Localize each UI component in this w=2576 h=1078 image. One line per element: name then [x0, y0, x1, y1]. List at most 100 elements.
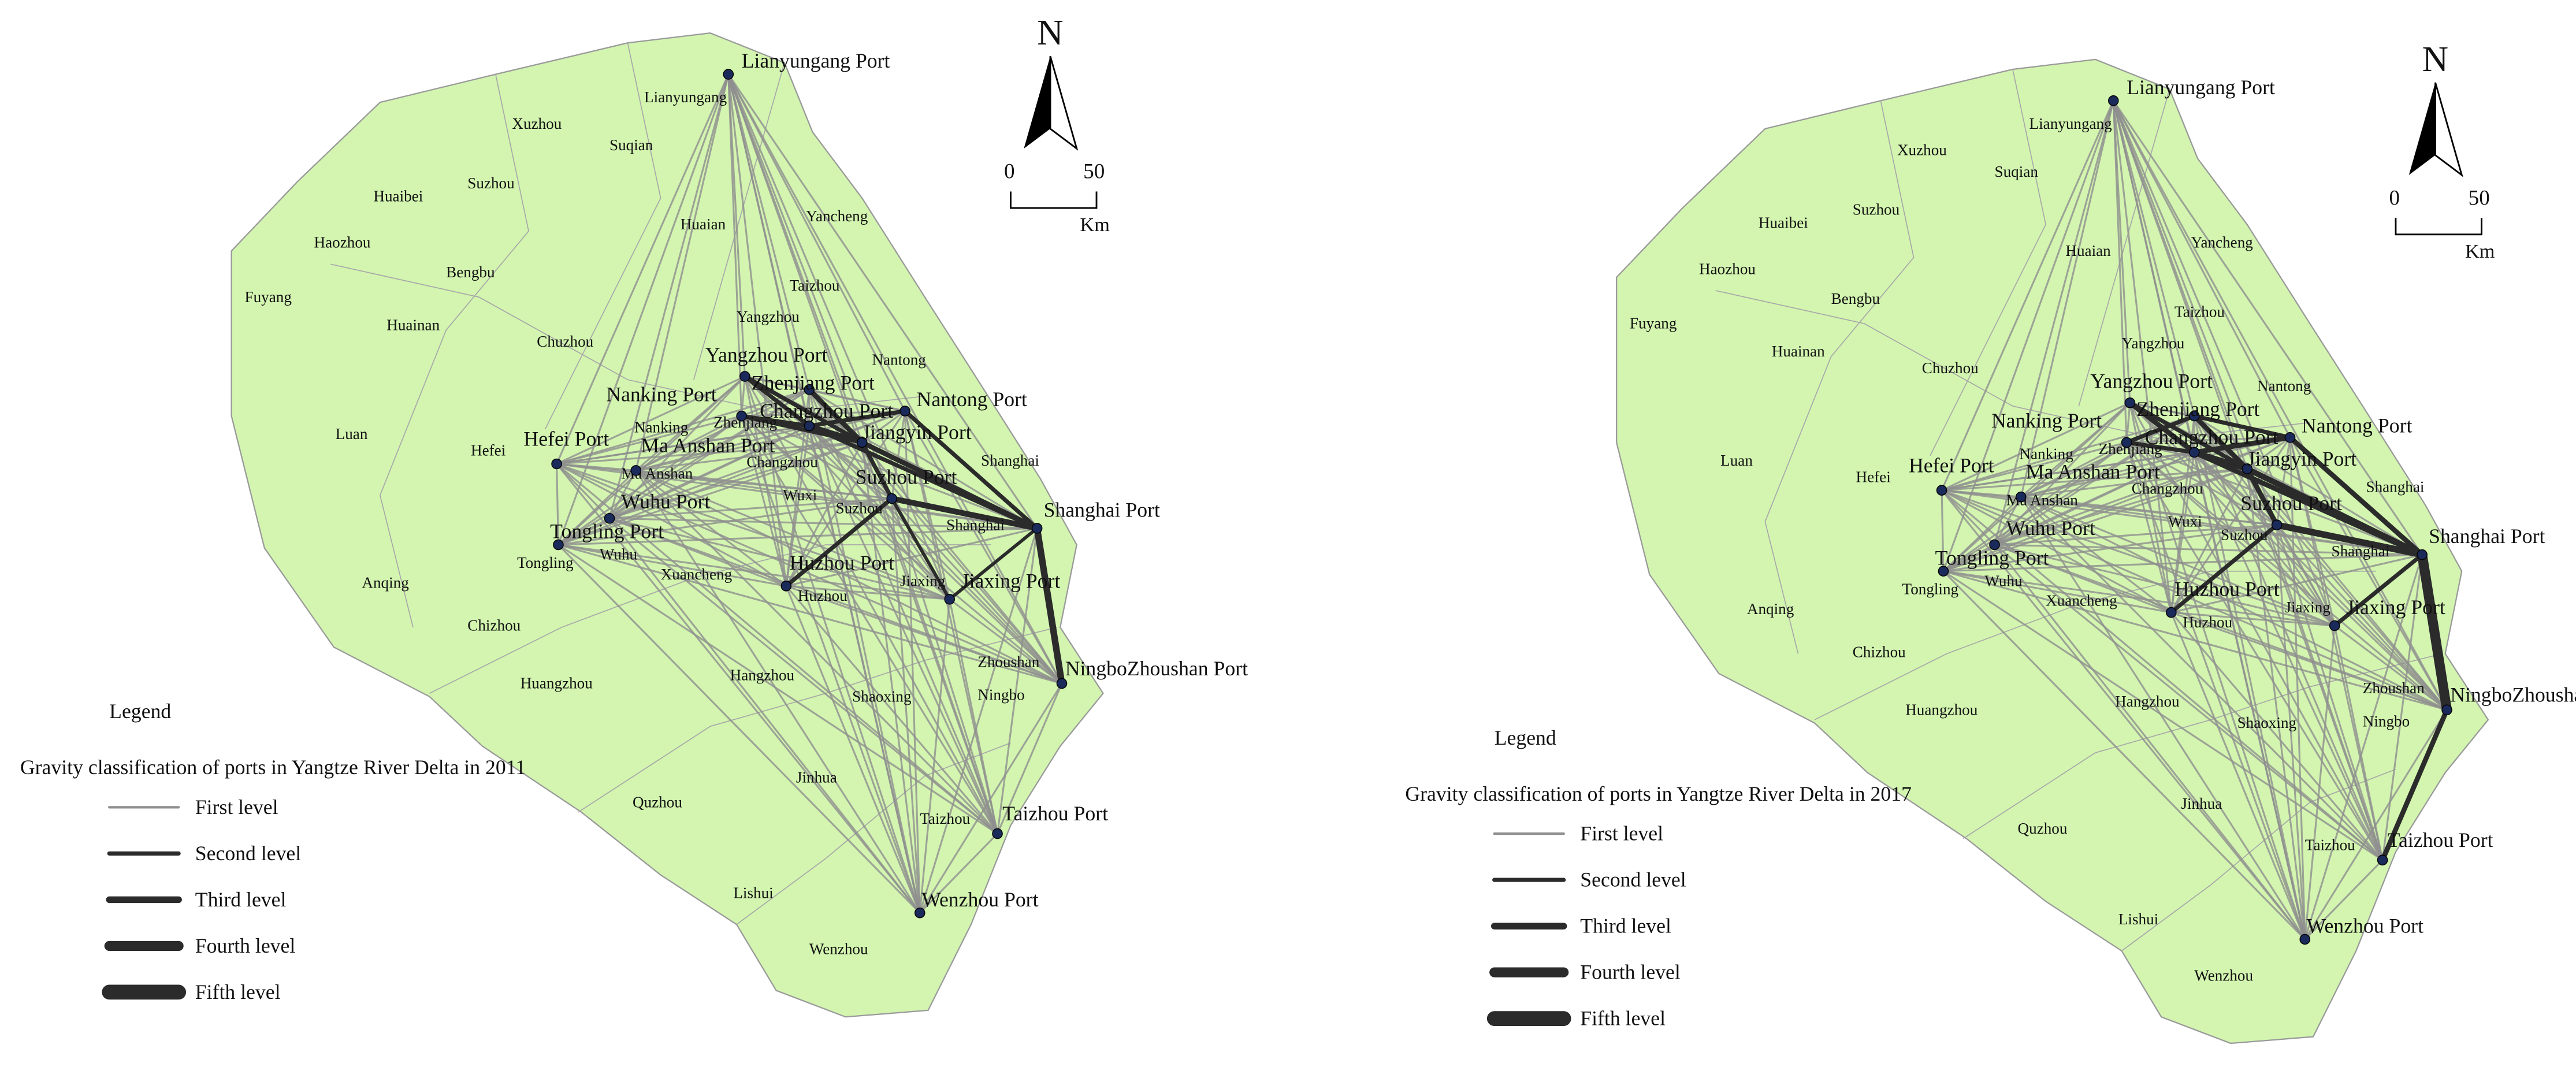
- first-level-link: [919, 683, 1063, 914]
- port-label: Nanking Port: [606, 382, 716, 406]
- port-dot: [1938, 566, 1949, 577]
- city-label: Bengbu: [446, 263, 495, 281]
- first-level-link: [1943, 570, 2335, 627]
- city-label: Quzhou: [2018, 820, 2068, 837]
- port-label: Yangzhou Port: [705, 343, 828, 366]
- first-level-link: [2334, 625, 2448, 711]
- first-level-link: [1994, 436, 2291, 546]
- port-label: Hefei Port: [523, 428, 609, 451]
- first-level-link: [2170, 611, 2448, 711]
- first-level-link: [786, 585, 950, 600]
- city-label: Lishui: [733, 884, 774, 902]
- first-level-link: [2129, 402, 2306, 940]
- port-label: Ma Anshan Port: [2026, 460, 2160, 484]
- port-label: Yangzhou Port: [2090, 370, 2213, 393]
- city-label: Suqian: [1995, 163, 2039, 180]
- first-level-link: [558, 544, 950, 600]
- first-level-link: [556, 463, 611, 519]
- north-arrow-right: [2434, 82, 2463, 177]
- port-dot: [2441, 704, 2452, 716]
- city-label: Xuzhou: [1897, 142, 1947, 159]
- first-level-link: [2020, 436, 2291, 498]
- port-dot: [551, 458, 562, 470]
- first-level-link: [1943, 570, 2383, 861]
- port-dot: [2124, 397, 2136, 408]
- port-label: Nanking Port: [1991, 409, 2102, 432]
- port-label: Wenzhou Port: [2307, 915, 2423, 938]
- first-level-link: [2304, 625, 2336, 940]
- higher-level-link: [2129, 401, 2248, 471]
- port-label: Jiangyin Port: [2247, 447, 2357, 470]
- first-level-link: [556, 376, 746, 465]
- first-level-link: [2112, 101, 2128, 443]
- port-label: Nantong Port: [2302, 414, 2412, 437]
- first-level-link: [635, 470, 998, 835]
- city-label: Wuxi: [783, 486, 817, 504]
- first-level-link: [1941, 490, 1945, 571]
- first-level-link: [891, 411, 906, 499]
- higher-level-link: [2126, 440, 2195, 455]
- port-dot: [2417, 549, 2428, 560]
- port-dot: [2271, 519, 2283, 530]
- first-level-link: [2276, 525, 2384, 861]
- first-level-link: [741, 415, 998, 834]
- first-level-link: [785, 585, 998, 835]
- first-level-link: [949, 599, 1062, 685]
- higher-level-link: [2193, 450, 2423, 557]
- map-panel: Lianyungang Xuzhou Suzhou Suqian Huaibei Haoz…: [20, 12, 1248, 1018]
- first-level-link: [2170, 612, 2384, 861]
- scale-unit: Km: [2465, 240, 2495, 262]
- city-label: Tongling: [1902, 581, 1959, 598]
- first-level-link: [2020, 100, 2114, 497]
- city-label: Lishui: [2118, 910, 2159, 928]
- first-level-link: [1942, 402, 2131, 572]
- first-level-link: [2112, 100, 2291, 438]
- first-level-link: [2020, 496, 2448, 711]
- city-label: Ningbo: [977, 686, 1024, 704]
- city-label: Huangzhou: [1905, 701, 1977, 718]
- port-label: Taizhou Port: [2388, 828, 2493, 852]
- city-label: Wenzhou: [809, 941, 868, 958]
- city-label: Shaoxing: [2237, 714, 2297, 731]
- port-dot: [944, 594, 955, 605]
- north-label: N: [1037, 12, 1063, 53]
- city-label: Jiaxing: [2285, 599, 2330, 616]
- first-level-link: [1942, 570, 2306, 941]
- city-label: Hefei: [471, 442, 506, 459]
- higher-level-link: [2125, 414, 2195, 445]
- land: [231, 32, 1104, 1018]
- first-level-link: [919, 527, 1038, 913]
- first-level-link: [1994, 402, 2131, 546]
- port-label: Changzhou Port: [760, 399, 893, 422]
- first-level-link: [785, 410, 906, 587]
- higher-level-link: [948, 527, 1038, 601]
- first-level-link: [861, 441, 1063, 685]
- legend-title: Gravity classification of ports in Yangt…: [1405, 782, 1912, 805]
- city-label: Jiaxing: [900, 572, 946, 589]
- city-label: Huzhou: [2183, 614, 2232, 631]
- city-label: Zhoushan: [977, 653, 1039, 670]
- first-level-link: [2112, 100, 2278, 526]
- first-level-link: [808, 425, 950, 600]
- higher-level-link: [2194, 414, 2291, 440]
- port-dot: [2108, 95, 2119, 106]
- port-label: Taizhou Port: [1002, 802, 1108, 825]
- city-label: Hefei: [1856, 468, 1891, 485]
- city-label: Hangzhou: [2115, 693, 2180, 710]
- port-label: Tongling Port: [1935, 546, 2049, 569]
- city-label: Quzhou: [633, 793, 682, 811]
- first-level-link: [635, 441, 863, 471]
- port-label: Hefei Port: [1909, 453, 1994, 477]
- higher-level-link: [741, 414, 863, 445]
- port-dot: [2015, 491, 2027, 503]
- port-dot: [804, 384, 815, 395]
- first-level-link: [2127, 436, 2291, 444]
- city-label: Huaibei: [1759, 214, 1808, 231]
- first-level-link: [2304, 709, 2448, 940]
- port-dot: [553, 539, 564, 551]
- scale-unit: Km: [1080, 214, 1110, 236]
- city-label: Huangzhou: [521, 675, 593, 692]
- first-level-link: [904, 411, 999, 834]
- first-level-link: [608, 376, 746, 519]
